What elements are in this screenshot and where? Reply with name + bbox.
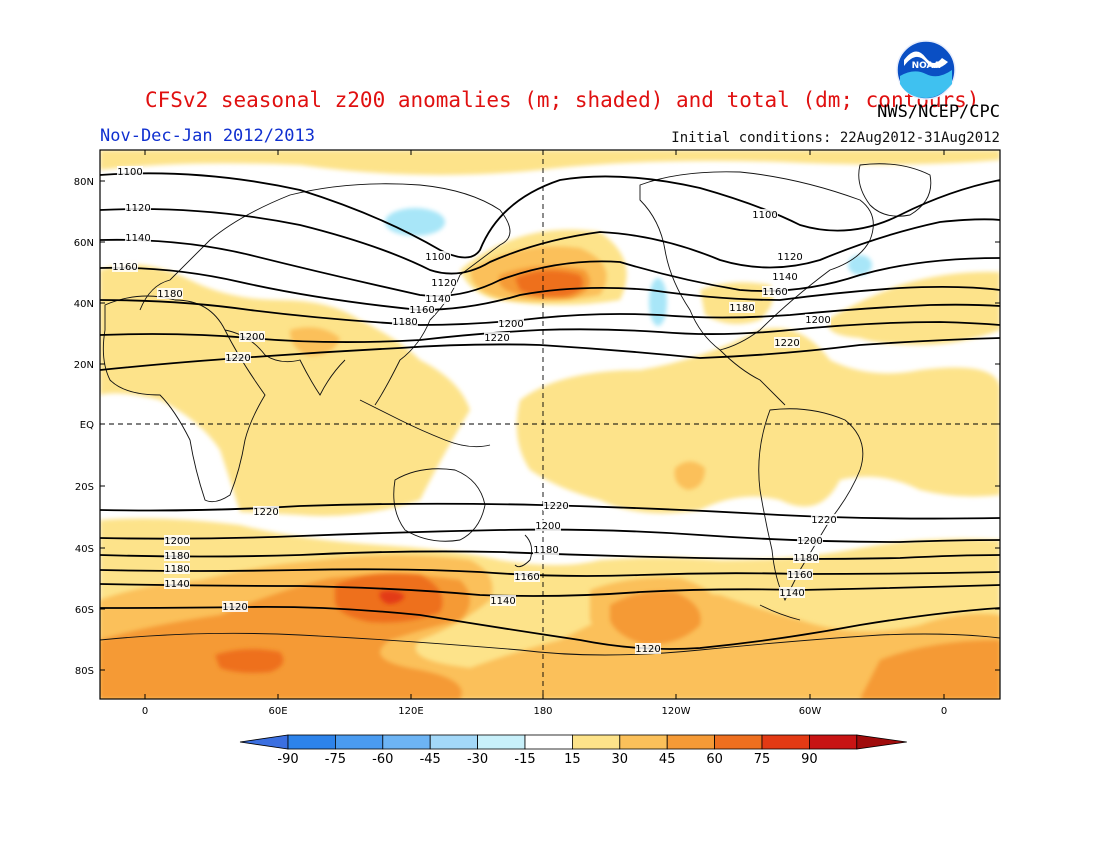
organization-label: NWS/NCEP/CPC bbox=[877, 102, 1000, 122]
contour-label: 1140 bbox=[425, 294, 450, 305]
colorbar-label: -15 bbox=[514, 752, 535, 767]
colorbar-label: -75 bbox=[325, 752, 346, 767]
contour-label: 1100 bbox=[425, 252, 450, 263]
lat-tick-label: 20N bbox=[74, 360, 94, 371]
colorbar-swatch bbox=[429, 734, 479, 750]
contour-label: 1140 bbox=[164, 579, 189, 590]
colorbar-label: 30 bbox=[612, 752, 629, 767]
colorbar-swatch bbox=[572, 734, 621, 750]
shaded-anomalies: 1100112011401160118012001220110011201140… bbox=[100, 150, 1000, 699]
contour-label: 1200 bbox=[498, 319, 523, 330]
contour-label: 1180 bbox=[533, 545, 558, 556]
contour-label: 1140 bbox=[490, 596, 515, 607]
colorbar-swatch bbox=[714, 734, 763, 750]
height-contours bbox=[100, 172, 1000, 650]
colorbar-label: -30 bbox=[467, 752, 488, 767]
latitude-axis: 80N 60N 40N 20N EQ 20S 40S 60S 80S bbox=[74, 177, 1000, 677]
contour-label: 1180 bbox=[729, 303, 754, 314]
colorbar-swatch bbox=[666, 734, 716, 750]
contour-label: 1220 bbox=[253, 507, 278, 518]
lon-tick-label: 120E bbox=[398, 706, 423, 717]
lat-tick-label: 60S bbox=[75, 605, 94, 616]
colorbar-arrow-high bbox=[856, 734, 907, 750]
colorbar-swatch bbox=[524, 734, 573, 750]
contour-label: 1220 bbox=[811, 515, 836, 526]
contour-label: 1140 bbox=[772, 272, 797, 283]
lat-tick-label: 80S bbox=[75, 666, 94, 677]
contour-label: 1120 bbox=[125, 203, 150, 214]
colorbar: -90 -75 -60 -45 -30 -15 15 30 45 60 75 90 bbox=[239, 734, 907, 767]
colorbar-swatch bbox=[382, 734, 431, 750]
longitude-axis: 0 60E 120E 180 120W 60W 0 bbox=[142, 150, 947, 717]
contour-label: 1160 bbox=[409, 305, 434, 316]
contour-label: 1140 bbox=[125, 233, 150, 244]
coastlines bbox=[100, 163, 1000, 656]
contour-label: 1100 bbox=[117, 167, 142, 178]
contour-label: 1180 bbox=[164, 551, 189, 562]
contour-label: 1200 bbox=[535, 521, 560, 532]
contour-label: 1200 bbox=[164, 536, 189, 547]
period-label: Nov-Dec-Jan 2012/2013 bbox=[100, 126, 315, 146]
colorbar-swatch bbox=[334, 734, 384, 750]
colorbar-label: 75 bbox=[754, 752, 771, 767]
colorbar-label: -60 bbox=[372, 752, 393, 767]
lat-tick-label: EQ bbox=[80, 420, 94, 431]
colorbar-swatch bbox=[809, 734, 858, 750]
contour-label: 1160 bbox=[787, 570, 812, 581]
lat-tick-label: 40N bbox=[74, 299, 94, 310]
colorbar-arrow-low bbox=[239, 734, 289, 750]
contour-label: 1160 bbox=[762, 287, 787, 298]
contour-label: 1220 bbox=[543, 501, 568, 512]
contour-label: 1120 bbox=[777, 252, 802, 263]
contour-label: 1180 bbox=[392, 317, 417, 328]
colorbar-swatch bbox=[619, 734, 668, 750]
lat-tick-label: 60N bbox=[74, 238, 94, 249]
contour-label: 1120 bbox=[635, 644, 660, 655]
colorbar-label: 60 bbox=[706, 752, 723, 767]
contour-label: 1180 bbox=[164, 564, 189, 575]
contour-label: 1160 bbox=[514, 572, 539, 583]
contour-label: 1100 bbox=[752, 210, 777, 221]
lon-tick-label: 120W bbox=[662, 706, 691, 717]
lat-tick-label: 20S bbox=[75, 482, 94, 493]
colorbar-label: 15 bbox=[564, 752, 581, 767]
contour-label: 1220 bbox=[225, 353, 250, 364]
contour-label: 1140 bbox=[779, 588, 804, 599]
contour-label: 1220 bbox=[774, 338, 799, 349]
colorbar-label: 90 bbox=[801, 752, 818, 767]
lon-tick-label: 60W bbox=[799, 706, 822, 717]
contour-label: 1200 bbox=[805, 315, 830, 326]
contour-label: 1120 bbox=[431, 278, 456, 289]
colorbar-label: -90 bbox=[277, 752, 298, 767]
contour-label: 1120 bbox=[222, 602, 247, 613]
colorbar-label: 45 bbox=[659, 752, 676, 767]
contour-label: 1200 bbox=[239, 332, 264, 343]
lon-tick-label: 180 bbox=[533, 706, 552, 717]
contour-labels: 1100112011401160118012001220110011201140… bbox=[112, 166, 837, 655]
lon-tick-label: 0 bbox=[941, 706, 947, 717]
contour-label: 1160 bbox=[112, 262, 137, 273]
lat-tick-label: 40S bbox=[75, 544, 94, 555]
contour-label: 1220 bbox=[484, 333, 509, 344]
colorbar-swatch bbox=[761, 734, 810, 750]
lat-tick-label: 80N bbox=[74, 177, 94, 188]
colorbar-swatch bbox=[287, 734, 336, 750]
lon-tick-label: 0 bbox=[142, 706, 148, 717]
contour-label: 1180 bbox=[793, 553, 818, 564]
noaa-logo-text: NOAA bbox=[912, 61, 941, 71]
colorbar-swatch bbox=[477, 734, 526, 750]
initial-conditions-label: Initial conditions: 22Aug2012-31Aug2012 bbox=[671, 130, 1000, 146]
colorbar-label: -45 bbox=[420, 752, 441, 767]
map-title: CFSv2 seasonal z200 anomalies (m; shaded… bbox=[145, 88, 980, 112]
lon-tick-label: 60E bbox=[268, 706, 287, 717]
contour-label: 1180 bbox=[157, 289, 182, 300]
contour-label: 1200 bbox=[797, 536, 822, 547]
noaa-logo-icon: NOAA bbox=[896, 40, 956, 100]
